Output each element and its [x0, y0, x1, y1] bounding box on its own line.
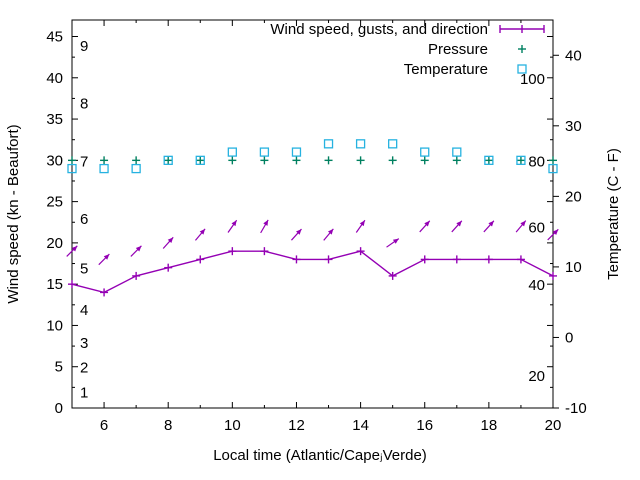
temperature-marker	[227, 147, 237, 157]
temperature-marker	[323, 139, 334, 149]
plot-border	[71, 19, 554, 409]
wind-direction-arrowhead	[552, 229, 559, 235]
pressure-label: 100	[520, 71, 545, 88]
wind-direction-arrowhead	[263, 219, 269, 226]
y-tick-label: 15	[46, 276, 63, 293]
x-tick-label: 8	[164, 417, 172, 434]
wind-direction-arrowhead	[103, 254, 110, 260]
temperature-marker	[163, 155, 173, 165]
legend-label-0: Wind speed, gusts, and direction	[270, 21, 488, 38]
beaufort-label: 4	[80, 302, 88, 319]
legend-label-2: Temperature	[404, 61, 488, 78]
x-tick-label: 20	[545, 417, 562, 434]
y-axis-title: Wind speed (kn - Beaufort)	[5, 124, 22, 303]
y-tick-label: 45	[46, 29, 63, 46]
wind-direction-arrowhead	[135, 245, 142, 252]
temperature-marker	[67, 163, 77, 174]
x-tick-label: 12	[288, 417, 305, 434]
beaufort-label: 6	[80, 211, 88, 228]
x-axis-title: Local time (Atlantic/CapeⱼVerde)	[213, 447, 427, 464]
wind-direction-arrowhead	[456, 220, 462, 227]
temperature-marker	[420, 147, 430, 157]
y-tick-label: 35	[46, 111, 63, 128]
wind-speed-line	[71, 250, 554, 294]
temperature-marker	[291, 147, 302, 157]
pressure-label: 40	[528, 277, 545, 294]
x-tick-label: 18	[481, 417, 498, 434]
wind-direction-arrowhead	[424, 220, 430, 227]
pressure-label: 60	[528, 219, 545, 236]
y2-tick-label: 10	[565, 259, 582, 276]
y2-tick-label: 30	[565, 118, 582, 135]
legend-sample-temperature	[517, 64, 527, 74]
beaufort-label: 3	[80, 335, 88, 352]
wind-direction-arrowhead	[327, 228, 334, 235]
beaufort-label: 5	[80, 261, 88, 278]
wind-direction-arrowhead	[520, 220, 526, 227]
pressure-label: 80	[528, 153, 545, 170]
beaufort-label: 2	[80, 360, 88, 377]
y-tick-label: 25	[46, 194, 63, 211]
legend-label-1: Pressure	[428, 41, 488, 58]
x-tick-label: 16	[416, 417, 433, 434]
temperature-marker	[131, 163, 141, 174]
wind-direction-arrowhead	[392, 238, 399, 244]
pressure-label: 20	[528, 368, 545, 385]
y-tick-label: 5	[55, 359, 63, 376]
y2-axis-title: Temperature (C - F)	[605, 148, 622, 280]
x-tick-label: 14	[352, 417, 369, 434]
x-tick-label: 10	[224, 417, 241, 434]
wind-direction-arrowhead	[71, 245, 78, 252]
y2-tick-label: 40	[565, 47, 582, 64]
temperature-marker	[99, 163, 109, 174]
y-tick-label: 40	[46, 70, 63, 87]
temperature-marker	[484, 155, 494, 165]
temperature-marker	[388, 139, 398, 149]
y2-tick-label: -10	[565, 400, 587, 417]
x-tick-label: 6	[100, 417, 108, 434]
y-tick-label: 0	[55, 400, 63, 417]
wind-direction-arrowhead	[488, 220, 494, 227]
y-tick-label: 20	[46, 235, 63, 252]
beaufort-label: 9	[80, 38, 88, 55]
temperature-marker	[548, 163, 558, 174]
beaufort-label: 8	[80, 96, 88, 113]
y2-tick-label: 0	[565, 329, 573, 346]
y-tick-label: 10	[46, 317, 63, 334]
y-tick-label: 30	[46, 152, 63, 169]
beaufort-label: 1	[80, 384, 88, 401]
wind-direction-arrowhead	[167, 237, 174, 244]
beaufort-label: 7	[80, 153, 88, 170]
temperature-marker	[452, 147, 462, 157]
wind-direction-arrowhead	[231, 220, 237, 227]
temperature-marker	[195, 155, 205, 165]
wind-direction-arrowhead	[359, 220, 365, 227]
wind-direction-arrowhead	[296, 229, 302, 235]
wind-direction-arrowhead	[199, 228, 206, 235]
temperature-marker	[259, 147, 270, 157]
temperature-marker	[516, 155, 526, 165]
y2-tick-label: 20	[565, 188, 582, 205]
temperature-marker	[355, 139, 366, 149]
